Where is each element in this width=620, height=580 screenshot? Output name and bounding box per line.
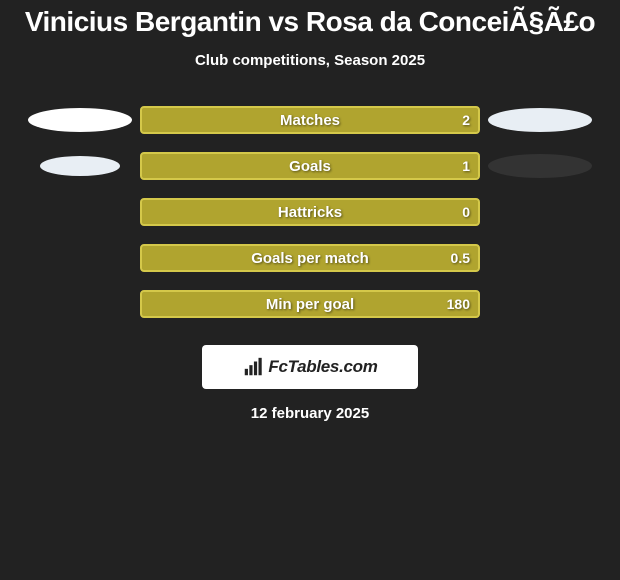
stat-label: Goals — [289, 158, 331, 175]
logo-text: FcTables.com — [268, 357, 377, 377]
stat-value: 2 — [462, 112, 470, 128]
player-left-ellipse — [28, 108, 132, 132]
stat-rows: Matches 2 Goals 1 Hattricks 0 — [0, 97, 620, 327]
stat-row: Min per goal 180 — [0, 281, 620, 327]
stat-bar: Matches 2 — [140, 106, 480, 134]
subtitle: Club competitions, Season 2025 — [0, 52, 620, 69]
player-left-ellipse — [40, 156, 120, 176]
player-right-ellipse — [488, 154, 592, 178]
logo-box: FcTables.com — [202, 345, 418, 389]
player-right-ellipse — [488, 108, 592, 132]
stat-value: 180 — [447, 296, 470, 312]
stat-label: Matches — [280, 112, 340, 129]
stat-value: 0.5 — [451, 250, 470, 266]
stat-row: Goals per match 0.5 — [0, 235, 620, 281]
logo: FcTables.com — [242, 356, 377, 378]
stat-label: Min per goal — [266, 296, 354, 313]
stat-label: Hattricks — [278, 204, 342, 221]
stat-row: Hattricks 0 — [0, 189, 620, 235]
left-side — [20, 156, 140, 176]
stat-value: 1 — [462, 158, 470, 174]
stat-bar: Goals 1 — [140, 152, 480, 180]
stats-comparison-card: Vinicius Bergantin vs Rosa da ConceiÃ§Ã£… — [0, 0, 620, 580]
stat-bar: Hattricks 0 — [140, 198, 480, 226]
date-label: 12 february 2025 — [0, 405, 620, 422]
page-title: Vinicius Bergantin vs Rosa da ConceiÃ§Ã£… — [0, 0, 620, 38]
stat-bar: Min per goal 180 — [140, 290, 480, 318]
left-side — [20, 108, 140, 132]
stat-value: 0 — [462, 204, 470, 220]
right-side — [480, 154, 600, 178]
stat-row: Goals 1 — [0, 143, 620, 189]
stat-bar: Goals per match 0.5 — [140, 244, 480, 272]
stat-row: Matches 2 — [0, 97, 620, 143]
bar-chart-icon — [242, 356, 264, 378]
stat-label: Goals per match — [251, 250, 369, 267]
right-side — [480, 108, 600, 132]
